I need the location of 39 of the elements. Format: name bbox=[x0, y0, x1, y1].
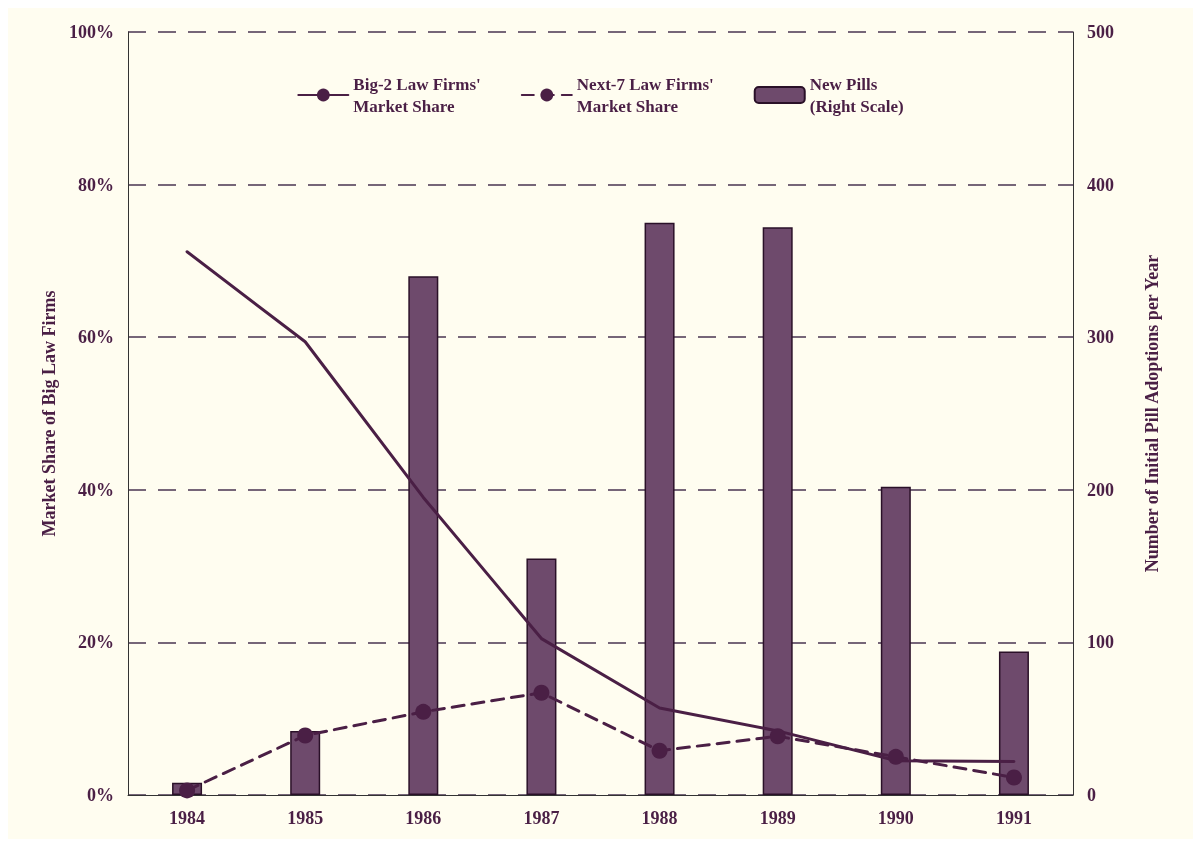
point bbox=[533, 684, 550, 701]
bar bbox=[998, 651, 1029, 795]
bar bbox=[408, 276, 439, 795]
legend-label: Big-2 Law Firms' Market Share bbox=[353, 74, 481, 116]
y2-tick-label: 500 bbox=[1087, 22, 1114, 42]
bar bbox=[762, 227, 793, 795]
point bbox=[1005, 769, 1022, 786]
point bbox=[769, 728, 786, 745]
y2-tick-label: 100 bbox=[1087, 632, 1114, 653]
x-tick-label: 1986 bbox=[405, 808, 442, 828]
y-tick-label: 80% bbox=[78, 174, 114, 195]
bar bbox=[526, 558, 557, 795]
y2-tick-label: 0 bbox=[1087, 785, 1096, 805]
y2-tick-label: 200 bbox=[1087, 479, 1114, 500]
point bbox=[415, 703, 432, 720]
bar bbox=[644, 222, 675, 795]
y-tick-label: 0% bbox=[87, 785, 114, 805]
x-tick-label: 1988 bbox=[641, 808, 678, 828]
y-tick-label: 60% bbox=[78, 327, 114, 348]
bar bbox=[880, 486, 911, 795]
x-tick-label: 1991 bbox=[995, 808, 1032, 828]
y-tick-label: 20% bbox=[78, 632, 114, 653]
y-axis-title: Market Share of Big Law Firms bbox=[39, 290, 59, 537]
y-tick-label: 40% bbox=[78, 479, 114, 500]
x-tick-label: 1984 bbox=[169, 808, 206, 828]
legend-label: Next-7 Law Firms' Market Share bbox=[576, 74, 714, 116]
x-tick-label: 1989 bbox=[759, 808, 796, 828]
point bbox=[179, 782, 196, 799]
y2-axis-title: Number of Initial Pill Adoptions per Year bbox=[1142, 254, 1162, 573]
legend-label: New Pills (Right Scale) bbox=[809, 74, 904, 116]
point bbox=[297, 727, 314, 744]
y-tick-label: 100% bbox=[69, 22, 114, 42]
x-tick-label: 1987 bbox=[523, 808, 560, 828]
y2-tick-label: 300 bbox=[1087, 327, 1114, 348]
x-tick-label: 1990 bbox=[877, 808, 914, 828]
x-tick-label: 1985 bbox=[287, 808, 324, 828]
y2-tick-label: 400 bbox=[1087, 174, 1114, 195]
point bbox=[887, 748, 904, 765]
point bbox=[651, 742, 668, 759]
